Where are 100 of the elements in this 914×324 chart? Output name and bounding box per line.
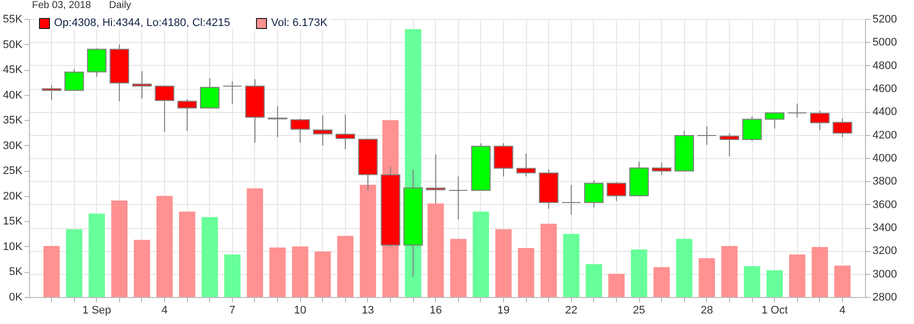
bar — [66, 229, 82, 297]
candlestick — [336, 114, 356, 150]
bar — [156, 196, 173, 297]
legend-label: Op:4308, Hi:4344, Lo:4180, Cl:4215 — [54, 17, 230, 29]
y2-tick-label: 2800 — [872, 292, 897, 304]
bar — [134, 240, 150, 297]
bar — [224, 254, 240, 297]
candlestick — [562, 184, 582, 216]
candlestick — [290, 118, 310, 144]
bar — [586, 264, 602, 297]
chart-title: Feb 03, 2018 — [32, 0, 91, 11]
y2-tick-label: 5200 — [872, 14, 897, 26]
x-tick-label: 1 Sep — [82, 304, 112, 316]
bar — [360, 184, 376, 297]
bar — [111, 200, 128, 297]
x-tick-label: 10 — [294, 304, 306, 316]
candlestick — [64, 68, 84, 92]
y-tick-label: 20K — [2, 190, 24, 202]
bar — [654, 267, 670, 297]
candlestick — [606, 181, 626, 202]
candlestick — [177, 98, 197, 132]
candlestick — [810, 110, 830, 131]
y-tick-label: 10K — [2, 240, 24, 253]
y2-tick-label: 5000 — [872, 36, 897, 49]
y-tick-label: 25K — [2, 165, 24, 178]
x-tick-label: 28 — [700, 304, 713, 316]
bar — [314, 252, 331, 297]
candlestick — [720, 132, 740, 157]
candlestick — [448, 176, 468, 220]
x-tick-label: 7 — [229, 304, 236, 316]
y-tick-label: 55K — [2, 14, 24, 26]
bar — [789, 254, 806, 297]
x-tick-label: 16 — [430, 304, 442, 316]
y2-tick-label: 3600 — [872, 198, 897, 211]
bar — [495, 229, 512, 297]
x-tick-label: 25 — [632, 304, 646, 316]
y-tick-label: 30K — [2, 140, 24, 152]
bar — [202, 217, 218, 297]
x-tick-label: 19 — [497, 304, 510, 316]
y-tick-label: 0K — [9, 292, 24, 304]
bar — [43, 246, 60, 297]
y2-tick-label: 4400 — [872, 106, 897, 118]
candlestick — [494, 142, 514, 178]
bar — [721, 246, 738, 297]
x-tick-label: 4 — [839, 304, 846, 316]
y2-tick-label: 3000 — [872, 268, 897, 280]
y-tick-label: 50K — [2, 38, 24, 51]
bar — [292, 246, 308, 297]
bar — [337, 236, 354, 297]
bar — [428, 203, 444, 297]
y-tick-label: 45K — [2, 64, 24, 76]
bar — [698, 258, 715, 297]
bar — [246, 188, 264, 297]
y2-tick-label: 3200 — [872, 245, 897, 258]
candlestick — [742, 116, 762, 142]
legend-label: Vol: 6.173K — [271, 17, 328, 29]
candlestick — [268, 106, 288, 138]
x-tick-label: 4 — [162, 304, 168, 316]
candlestick — [516, 152, 536, 177]
candlestick — [652, 162, 672, 176]
bar — [766, 270, 783, 297]
candlestick — [584, 180, 604, 208]
bar — [812, 246, 828, 297]
bar — [563, 234, 580, 297]
candlestick — [200, 78, 220, 108]
y2-tick-label: 4000 — [872, 152, 897, 164]
y2-tick-label: 4800 — [872, 60, 897, 72]
bar — [676, 238, 692, 297]
y2-tick-label: 3400 — [872, 222, 897, 234]
y-tick-label: 5K — [9, 266, 24, 278]
x-tick-label: 13 — [362, 304, 374, 316]
candlestick — [764, 112, 784, 130]
bar — [540, 224, 557, 297]
y-tick-label: 40K — [2, 89, 24, 102]
x-tick-label: 1 Oct — [761, 304, 788, 316]
bar — [608, 274, 625, 297]
x-tick-label: 22 — [565, 304, 578, 316]
bar — [834, 266, 851, 297]
bar — [88, 214, 105, 297]
bar — [450, 238, 466, 297]
candlestick — [312, 114, 332, 146]
y-tick-label: 35K — [2, 114, 24, 127]
bar — [269, 247, 286, 297]
candlestick — [132, 70, 152, 99]
y2-tick-label: 3800 — [872, 176, 897, 188]
bar — [179, 212, 196, 297]
candlestick — [787, 103, 807, 118]
y-tick-label: 15K — [2, 216, 24, 228]
bar — [472, 212, 490, 297]
bar — [630, 249, 648, 297]
candlestick — [42, 84, 62, 101]
y2-tick-label: 4600 — [872, 83, 897, 95]
candlestick — [832, 118, 852, 138]
bar — [518, 248, 534, 297]
candlestick — [697, 126, 717, 146]
candlestick — [154, 84, 174, 132]
bar — [744, 266, 760, 297]
chart-subtitle: Daily — [108, 0, 132, 11]
candlestick — [87, 48, 107, 78]
y2-tick-label: 4200 — [872, 129, 897, 142]
